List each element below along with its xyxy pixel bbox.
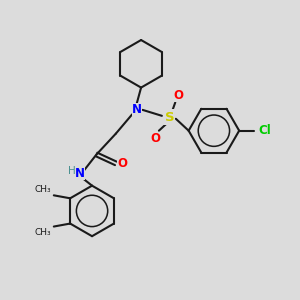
Text: Cl: Cl (259, 124, 271, 137)
Text: S: S (164, 111, 174, 124)
Text: CH₃: CH₃ (35, 228, 51, 237)
Text: CH₃: CH₃ (35, 185, 51, 194)
Text: O: O (117, 157, 128, 170)
Text: H: H (68, 167, 76, 176)
Text: N: N (75, 167, 85, 180)
Text: N: N (132, 103, 142, 116)
Text: O: O (150, 132, 160, 145)
Text: O: O (174, 88, 184, 101)
